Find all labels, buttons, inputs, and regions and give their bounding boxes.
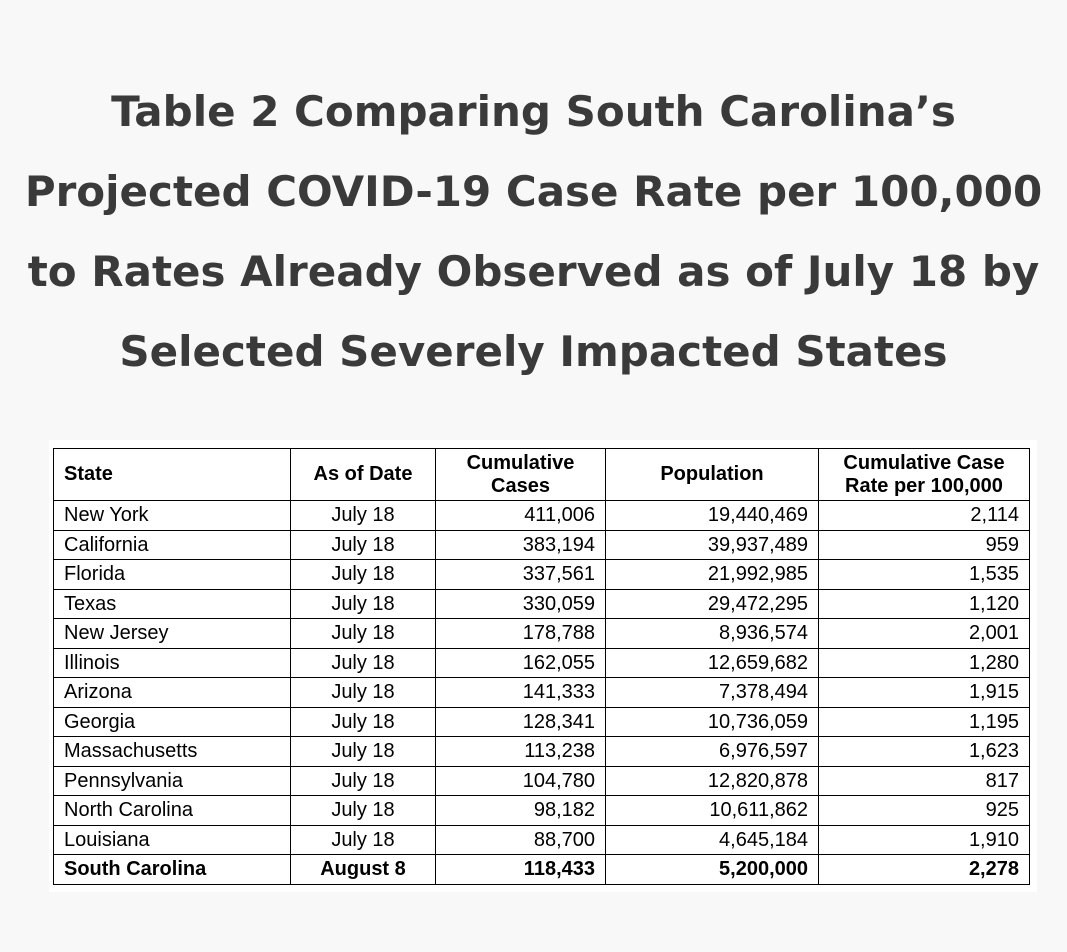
cell-date: July 18 xyxy=(290,647,436,678)
cell-population: 10,611,862 xyxy=(605,795,819,826)
table-row: Illinois July 18 162,055 12,659,682 1,280 xyxy=(53,647,1030,678)
cell-cases: 98,182 xyxy=(435,795,606,826)
cell-state: North Carolina xyxy=(53,795,291,826)
table-row: California July 18 383,194 39,937,489 959 xyxy=(53,529,1030,560)
cell-state: California xyxy=(53,529,291,560)
cell-date: July 18 xyxy=(290,795,436,826)
cell-rate: 2,114 xyxy=(818,500,1030,531)
title-line: to Rates Already Observed as of July 18 … xyxy=(27,247,1040,296)
table-body: New York July 18 411,006 19,440,469 2,114 Cal… xyxy=(53,500,1030,885)
cell-date: July 18 xyxy=(290,500,436,531)
header-rate-line1: Cumulative Case xyxy=(843,451,1005,474)
cell-state: New Jersey xyxy=(53,618,291,649)
header-cases-line1: Cumulative xyxy=(466,451,575,474)
cell-population: 5,200,000 xyxy=(605,854,819,885)
cell-rate: 1,915 xyxy=(818,677,1030,708)
table-row: Texas July 18 330,059 29,472,295 1,120 xyxy=(53,588,1030,619)
table-container: State As of Date Cumulative Cases Popula… xyxy=(49,440,1037,892)
cell-cases: 411,006 xyxy=(435,500,606,531)
header-case-rate: Cumulative Case Rate per 100,000 xyxy=(818,448,1030,501)
cell-population: 6,976,597 xyxy=(605,736,819,767)
header-cumulative-cases: Cumulative Cases xyxy=(435,448,606,501)
cell-population: 19,440,469 xyxy=(605,500,819,531)
table-row: Florida July 18 337,561 21,992,985 1,535 xyxy=(53,559,1030,590)
comparison-table: State As of Date Cumulative Cases Popula… xyxy=(53,448,1030,885)
cell-cases: 141,333 xyxy=(435,677,606,708)
table-row: Massachusetts July 18 113,238 6,976,597 1,62… xyxy=(53,736,1030,767)
cell-state: Louisiana xyxy=(53,824,291,855)
cell-date: July 18 xyxy=(290,588,436,619)
cell-cases: 162,055 xyxy=(435,647,606,678)
cell-cases: 128,341 xyxy=(435,706,606,737)
cell-cases: 337,561 xyxy=(435,559,606,590)
cell-cases: 383,194 xyxy=(435,529,606,560)
cell-rate: 1,535 xyxy=(818,559,1030,590)
cell-date: July 18 xyxy=(290,618,436,649)
title-line: Projected COVID-19 Case Rate per 100,000 xyxy=(24,167,1043,216)
cell-cases: 178,788 xyxy=(435,618,606,649)
cell-rate: 959 xyxy=(818,529,1030,560)
cell-population: 21,992,985 xyxy=(605,559,819,590)
title-line: Selected Severely Impacted States xyxy=(119,327,948,376)
cell-rate: 1,120 xyxy=(818,588,1030,619)
cell-state: Texas xyxy=(53,588,291,619)
table-row: New Jersey July 18 178,788 8,936,574 2,001 xyxy=(53,618,1030,649)
cell-rate: 1,280 xyxy=(818,647,1030,678)
cell-date: July 18 xyxy=(290,529,436,560)
cell-cases: 330,059 xyxy=(435,588,606,619)
header-as-of-date: As of Date xyxy=(290,448,436,501)
cell-population: 39,937,489 xyxy=(605,529,819,560)
cell-population: 12,659,682 xyxy=(605,647,819,678)
cell-rate: 1,910 xyxy=(818,824,1030,855)
cell-population: 12,820,878 xyxy=(605,765,819,796)
cell-date: July 18 xyxy=(290,765,436,796)
cell-rate: 925 xyxy=(818,795,1030,826)
cell-state: Illinois xyxy=(53,647,291,678)
header-state: State xyxy=(53,448,291,501)
cell-state: Massachusetts xyxy=(53,736,291,767)
cell-population: 7,378,494 xyxy=(605,677,819,708)
cell-cases: 113,238 xyxy=(435,736,606,767)
header-cases-line2: Cases xyxy=(491,474,550,497)
page-title: Table 2 Comparing South Carolina’s Proje… xyxy=(20,72,1047,392)
cell-state: South Carolina xyxy=(53,854,291,885)
table-row-total: South Carolina August 8 118,433 5,200,00… xyxy=(53,854,1030,885)
cell-date: August 8 xyxy=(290,854,436,885)
cell-rate: 2,278 xyxy=(818,854,1030,885)
cell-rate: 1,623 xyxy=(818,736,1030,767)
cell-rate: 1,195 xyxy=(818,706,1030,737)
cell-population: 29,472,295 xyxy=(605,588,819,619)
table-row: New York July 18 411,006 19,440,469 2,114 xyxy=(53,500,1030,531)
cell-date: July 18 xyxy=(290,706,436,737)
cell-state: Arizona xyxy=(53,677,291,708)
cell-cases: 104,780 xyxy=(435,765,606,796)
cell-population: 10,736,059 xyxy=(605,706,819,737)
cell-population: 8,936,574 xyxy=(605,618,819,649)
cell-date: July 18 xyxy=(290,677,436,708)
cell-cases: 88,700 xyxy=(435,824,606,855)
cell-date: July 18 xyxy=(290,559,436,590)
cell-date: July 18 xyxy=(290,736,436,767)
cell-state: New York xyxy=(53,500,291,531)
cell-cases: 118,433 xyxy=(435,854,606,885)
cell-state: Florida xyxy=(53,559,291,590)
table-row: Pennsylvania July 18 104,780 12,820,878 817 xyxy=(53,765,1030,796)
table-row: Arizona July 18 141,333 7,378,494 1,915 xyxy=(53,677,1030,708)
cell-rate: 2,001 xyxy=(818,618,1030,649)
table-header-row: State As of Date Cumulative Cases Popula… xyxy=(53,448,1030,501)
cell-date: July 18 xyxy=(290,824,436,855)
cell-state: Pennsylvania xyxy=(53,765,291,796)
header-rate-line2: Rate per 100,000 xyxy=(845,474,1003,497)
cell-rate: 817 xyxy=(818,765,1030,796)
header-population: Population xyxy=(605,448,819,501)
cell-population: 4,645,184 xyxy=(605,824,819,855)
table-row: Georgia July 18 128,341 10,736,059 1,195 xyxy=(53,706,1030,737)
title-line: Table 2 Comparing South Carolina’s xyxy=(111,87,956,136)
table-row: Louisiana July 18 88,700 4,645,184 1,910 xyxy=(53,824,1030,855)
table-row: North Carolina July 18 98,182 10,611,862 925 xyxy=(53,795,1030,826)
cell-state: Georgia xyxy=(53,706,291,737)
